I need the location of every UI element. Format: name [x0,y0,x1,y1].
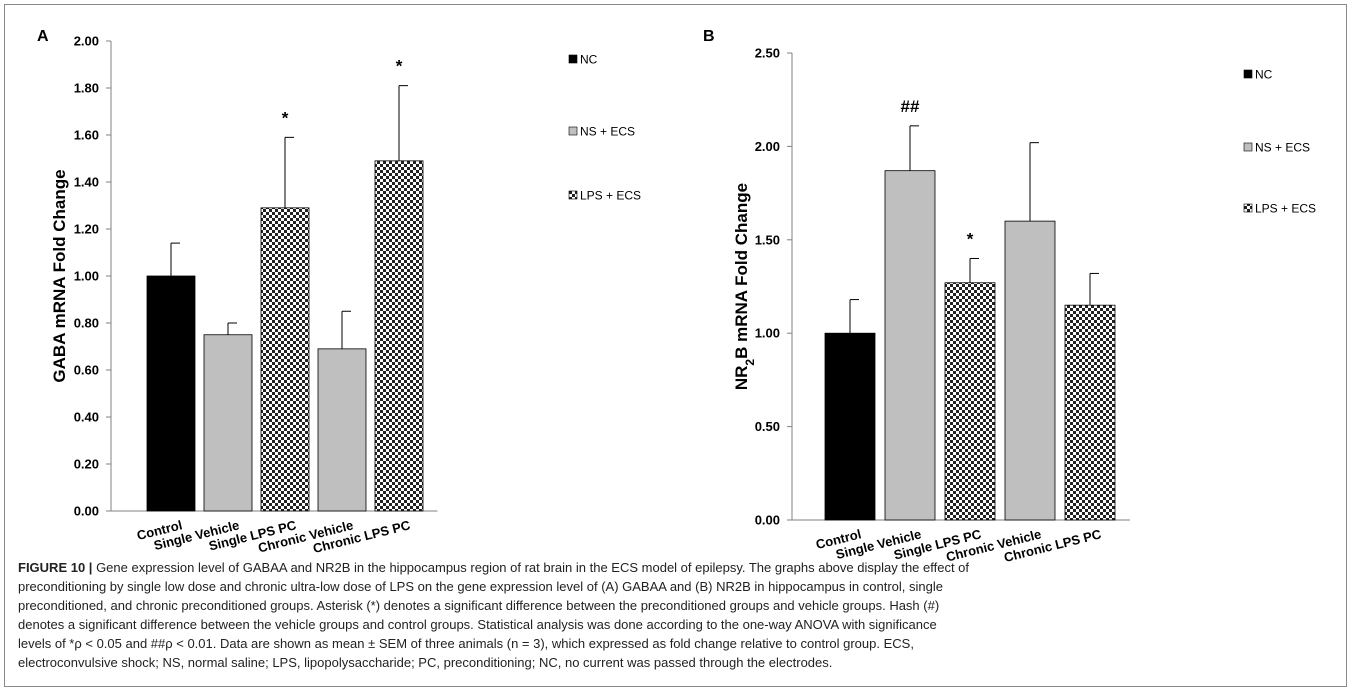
panel-b-significance-label: ## [901,97,920,116]
panel-b-y-tick-label: 1.50 [755,232,780,247]
panel-a-legend-label: LPS + ECS [580,189,641,203]
panel-a-y-tick-label: 0.20 [74,457,99,472]
panel-a-legend-label: NS + ECS [580,125,635,139]
panel-b-y-tick-label: 2.50 [755,46,780,61]
panel-b-significance-label: * [967,229,974,248]
panel-a-bar [203,334,253,512]
panel-b-bar [1064,304,1116,521]
caption-line-3: preconditioned, and chronic precondition… [18,598,940,613]
caption-line-1: FIGURE 10 | Gene expression level of GAB… [18,558,1336,577]
panel-b-legend-swatch [1243,69,1253,79]
panel-b-bar [1004,220,1056,521]
caption-line-1-text: Gene expression level of GABAA and NR2B … [96,560,970,575]
y-label-part: NR [732,366,751,391]
panel-a-y-axis-label: GABA mRNA Fold Change [50,169,69,382]
caption-label: FIGURE 10 | [18,560,93,575]
y-label-part: B mRNA Fold Change [732,183,751,359]
panel-b-y-tick-label: 2.00 [755,139,780,154]
y-label-subscript: 2 [743,359,757,366]
panel-a-letter: A [37,28,49,45]
panel-a-legend-label: NC [580,53,598,67]
panel-a-bar [260,207,310,512]
panel-a-y-tick-label: 0.80 [74,316,99,331]
panel-b-legend-swatch [1243,142,1253,152]
panel-a-bar [317,348,367,512]
panel-b-y-tick-label: 0.00 [755,513,780,528]
figure-charts: A 0.00 0.20 0.40 0.60 0.80 1.00 1.20 1.40 1.60 1.8… [37,28,1316,565]
panel-a-y-tick-label: 0.40 [74,410,99,425]
panel-b-y-tick-label: 0.50 [755,419,780,434]
panel-b-letter: B [703,28,715,45]
panel-b-chart: B 0.00 0.50 1.00 1.50 2.00 2.50 NR2B mRNA Fold … [703,28,1316,565]
panel-a-y-tick-label: 1.00 [74,269,99,284]
panel-a-y-tick-label: 0.00 [74,504,99,519]
caption-line-2: preconditioning by single low dose and c… [18,579,943,594]
panel-a-y-tick-label: 1.40 [74,175,99,190]
panel-b-y-axis-label: NR2B mRNA Fold Change [732,183,757,390]
panel-a-significance-label: * [396,57,403,76]
panel-a-y-tick-label: 0.60 [74,363,99,378]
panel-a-chart: A 0.00 0.20 0.40 0.60 0.80 1.00 1.20 1.40 1.60 1.8… [37,28,641,556]
panel-a-legend-swatch [568,126,578,136]
panel-b-bar [944,282,996,521]
panel-a-legend-swatch [568,190,578,200]
panel-a-legend-swatch [568,54,578,64]
panel-a-y-tick-label: 2.00 [74,34,99,49]
panel-a-significance-label: * [282,108,289,127]
panel-b-y-tick-label: 1.00 [755,326,780,341]
caption-line-4: denotes a significant difference between… [18,617,937,632]
panel-b-legend-label: LPS + ECS [1255,202,1316,216]
figure-frame: A 0.00 0.20 0.40 0.60 0.80 1.00 1.20 1.40 1.60 1.8… [4,4,1347,687]
panel-b-legend-label: NS + ECS [1255,141,1310,155]
panel-a-y-tick-label: 1.60 [74,128,99,143]
caption-line-6: electroconvulsive shock; NS, normal sali… [18,655,833,670]
panel-a-bar [374,160,424,512]
caption-line-5: levels of *ρ < 0.05 and ##ρ < 0.01. Data… [18,636,914,651]
panel-b-legend-label: NC [1255,68,1273,82]
panel-b-legend-swatch [1243,203,1253,213]
panel-b-bar [884,170,936,521]
figure-caption: FIGURE 10 | Gene expression level of GAB… [18,558,1336,672]
panel-a-y-tick-label: 1.80 [74,81,99,96]
panel-a-bar [146,275,196,512]
panel-b-bar [824,332,876,521]
panel-a-y-tick-label: 1.20 [74,222,99,237]
